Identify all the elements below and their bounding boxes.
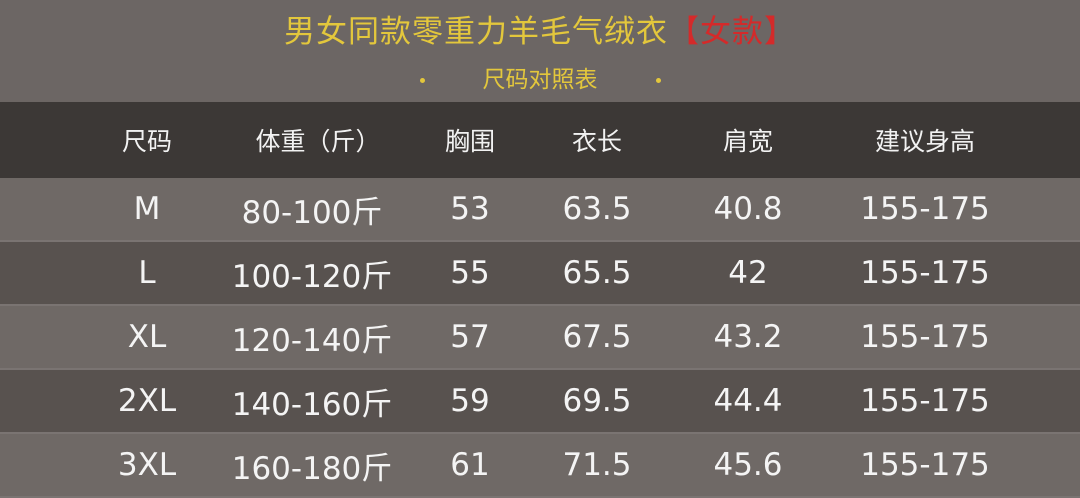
cell-height: 155-175: [860, 319, 990, 355]
cell-length: 71.5: [562, 447, 632, 483]
cell-weight: 100-120斤: [231, 258, 393, 295]
table-header: 尺码 体重（斤） 胸围 衣长 肩宽 建议身高: [0, 102, 1080, 178]
bullet-dot-icon: [655, 78, 661, 83]
cell-shoulder: 44.4: [713, 383, 783, 419]
cell-shoulder: 43.2: [713, 319, 783, 355]
cell-chest: 57: [450, 319, 490, 355]
cell-chest: 55: [450, 255, 490, 291]
table-row: XL 120-140斤 57 67.5 43.2 155-175: [0, 306, 1080, 370]
header-size: 尺码: [121, 127, 173, 156]
page-title: 男女同款零重力羊毛气绒衣【女款】: [0, 6, 1080, 51]
title-main: 男女同款零重力羊毛气绒衣: [284, 14, 668, 50]
header-length: 衣长: [571, 127, 623, 156]
bullet-dot-icon: [419, 78, 425, 83]
cell-height: 155-175: [860, 191, 990, 227]
cell-chest: 59: [450, 383, 490, 419]
cell-length: 67.5: [562, 319, 632, 355]
cell-shoulder: 40.8: [713, 191, 783, 227]
cell-height: 155-175: [860, 383, 990, 419]
cell-weight: 80-100斤: [241, 194, 383, 231]
table-row: M 80-100斤 53 63.5 40.8 155-175: [0, 178, 1080, 242]
table-row: 2XL 140-160斤 59 69.5 44.4 155-175: [0, 370, 1080, 434]
table-row: L 100-120斤 55 65.5 42 155-175: [0, 242, 1080, 306]
cell-length: 63.5: [562, 191, 632, 227]
cell-shoulder: 42: [728, 255, 768, 291]
cell-size: 2XL: [117, 383, 177, 419]
cell-weight: 160-180斤: [231, 450, 393, 487]
size-table: 尺码 体重（斤） 胸围 衣长 肩宽 建议身高 M 80-100斤 53 63.5 40.…: [0, 102, 1080, 498]
cell-height: 155-175: [860, 447, 990, 483]
cell-height: 155-175: [860, 255, 990, 291]
header-shoulder: 肩宽: [722, 127, 774, 156]
cell-size: L: [138, 255, 156, 291]
subtitle: 尺码对照表: [0, 60, 1080, 94]
subtitle-text: 尺码对照表: [482, 67, 598, 93]
cell-chest: 61: [450, 447, 490, 483]
cell-size: XL: [127, 319, 167, 355]
cell-shoulder: 45.6: [713, 447, 783, 483]
table-row: 3XL 160-180斤 61 71.5 45.6 155-175: [0, 434, 1080, 498]
cell-length: 65.5: [562, 255, 632, 291]
header-chest: 胸围: [444, 127, 496, 156]
header-weight: 体重（斤）: [255, 127, 381, 156]
cell-weight: 120-140斤: [231, 322, 393, 359]
header-height: 建议身高: [874, 127, 976, 156]
cell-weight: 140-160斤: [231, 386, 393, 423]
cell-size: M: [133, 191, 161, 227]
cell-chest: 53: [450, 191, 490, 227]
title-tag: 【女款】: [668, 14, 796, 50]
cell-size: 3XL: [117, 447, 177, 483]
cell-length: 69.5: [562, 383, 632, 419]
